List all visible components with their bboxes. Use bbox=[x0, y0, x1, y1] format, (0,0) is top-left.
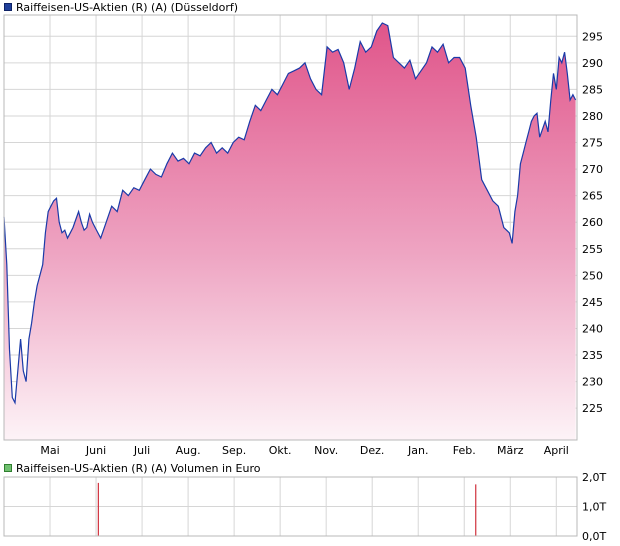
volume-y-tick-label: 2,0T bbox=[582, 471, 606, 484]
price-x-tick-label: Mai bbox=[40, 444, 59, 457]
volume-bars bbox=[97, 482, 477, 536]
price-y-tick-label: 285 bbox=[582, 83, 603, 96]
price-x-tick-label: Nov. bbox=[314, 444, 338, 457]
volume-grid bbox=[4, 476, 577, 537]
price-x-tick-label: Dez. bbox=[360, 444, 385, 457]
volume-plot-frame bbox=[3, 476, 578, 537]
price-legend-label: Raiffeisen-US-Aktien (R) (A) (Düsseldorf… bbox=[16, 0, 239, 14]
price-y-tick-label: 225 bbox=[582, 402, 603, 415]
price-x-tick-label: Juni bbox=[85, 444, 106, 457]
price-line bbox=[3, 22, 577, 405]
volume-legend-swatch bbox=[4, 464, 12, 472]
price-x-tick-label: Okt. bbox=[269, 444, 292, 457]
volume-y-tick-label: 0,0T bbox=[582, 530, 606, 543]
price-y-tick-label: 245 bbox=[582, 296, 603, 309]
volume-legend-label: Raiffeisen-US-Aktien (R) (A) Volumen in … bbox=[16, 461, 261, 475]
volume-y-tick-label: 1,0T bbox=[582, 501, 606, 514]
volume-legend: Raiffeisen-US-Aktien (R) (A) Volumen in … bbox=[4, 461, 260, 475]
price-y-tick-label: 240 bbox=[582, 322, 603, 335]
price-y-tick-label: 280 bbox=[582, 110, 603, 123]
price-legend-swatch bbox=[4, 3, 12, 11]
price-y-axis: 225 230 235 240 245 250 255 260 265 270 275 280 285 2… bbox=[582, 30, 603, 415]
price-plot-frame bbox=[3, 14, 578, 441]
price-x-tick-label: Sep. bbox=[222, 444, 246, 457]
volume-y-axis: 0,0T 1,0T 2,0T bbox=[582, 471, 606, 543]
price-y-tick-label: 255 bbox=[582, 243, 603, 256]
price-y-tick-label: 230 bbox=[582, 376, 603, 389]
price-area bbox=[4, 23, 576, 440]
price-x-tick-label: April bbox=[544, 444, 569, 457]
price-y-tick-label: 260 bbox=[582, 216, 603, 229]
price-y-tick-label: 290 bbox=[582, 57, 603, 70]
price-y-tick-label: 295 bbox=[582, 30, 603, 43]
price-y-tick-label: 275 bbox=[582, 137, 603, 150]
price-x-tick-label: Aug. bbox=[176, 444, 201, 457]
price-x-tick-label: Jan. bbox=[407, 444, 428, 457]
price-x-axis: Mai Juni Juli Aug. Sep. Okt. Nov. Dez. Jan. Feb. M… bbox=[40, 444, 568, 457]
price-y-tick-label: 250 bbox=[582, 269, 603, 282]
price-y-tick-label: 235 bbox=[582, 349, 603, 362]
price-x-tick-label: Juli bbox=[133, 444, 150, 457]
price-x-tick-label: März bbox=[497, 444, 524, 457]
price-y-tick-label: 265 bbox=[582, 190, 603, 203]
price-y-tick-label: 270 bbox=[582, 163, 603, 176]
price-legend: Raiffeisen-US-Aktien (R) (A) (Düsseldorf… bbox=[4, 0, 238, 14]
price-x-tick-label: Feb. bbox=[453, 444, 476, 457]
